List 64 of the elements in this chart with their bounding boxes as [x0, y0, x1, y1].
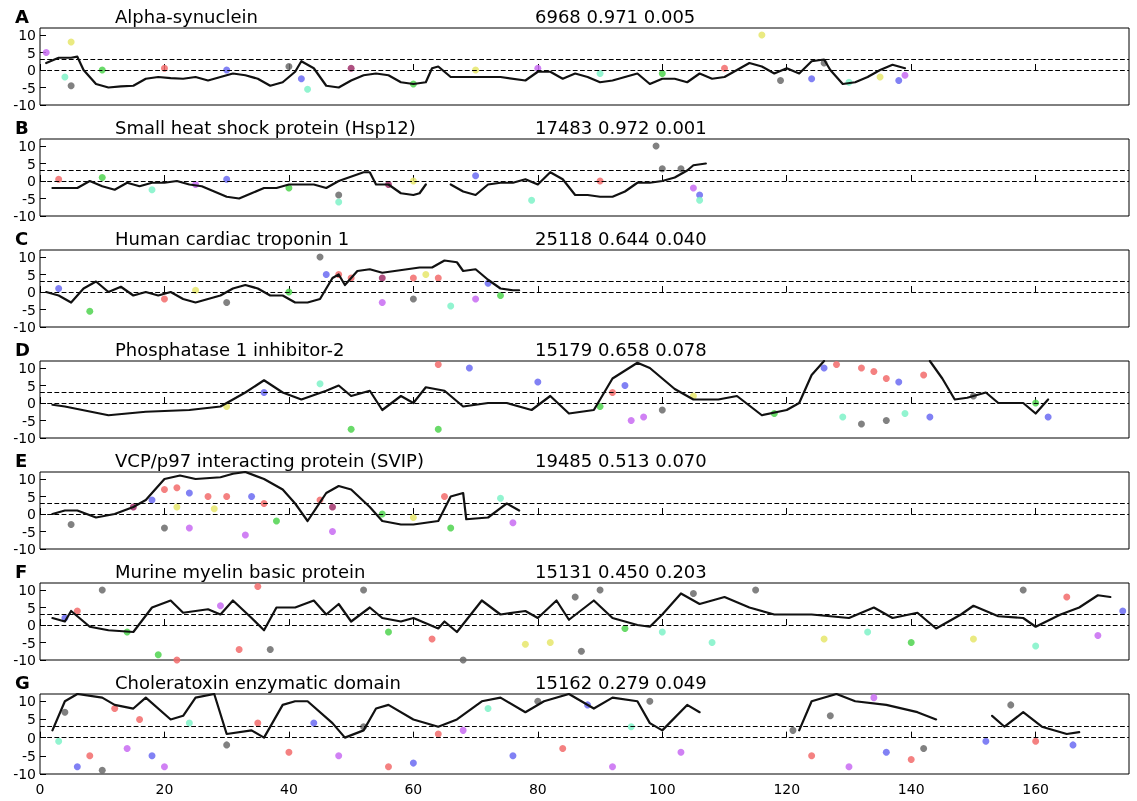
y-tick-label: 5	[27, 266, 36, 283]
y-tick-label: -5	[22, 747, 36, 764]
y-tick-label: -5	[22, 634, 36, 651]
text: E	[15, 449, 28, 471]
chart-title: Phosphatase 1 inhibitor-2	[115, 338, 345, 360]
x-tick-label: 100	[648, 781, 676, 797]
y-tick-label: 10	[18, 138, 36, 154]
y-tick-label: -5	[22, 301, 36, 318]
y-tick-label: 0	[27, 395, 36, 411]
y-tick-label: 0	[27, 506, 36, 522]
y-tick-label: 0	[27, 62, 36, 78]
x-tick-label: 40	[280, 781, 298, 797]
text: 19485 0.513 0.070	[535, 449, 707, 471]
x-tick-label: 140	[897, 781, 925, 797]
y-tick-label: 5	[27, 711, 36, 728]
y-tick-label: -5	[22, 190, 36, 207]
y-tick-label: -10	[13, 766, 36, 782]
text: 15131 0.450 0.203	[535, 560, 707, 582]
y-tick-label: 5	[27, 488, 36, 505]
x-tick-label: 160	[1022, 781, 1050, 797]
y-tick-label: 5	[27, 377, 36, 394]
x-tick-label: 80	[528, 781, 547, 797]
x-tick-label: 20	[155, 781, 174, 797]
text: 25118 0.644 0.040	[535, 227, 707, 249]
text: G	[15, 671, 30, 693]
y-tick-label: 0	[27, 173, 36, 189]
text: D	[15, 338, 30, 360]
y-tick-label: -10	[13, 319, 36, 335]
text: 15179 0.658 0.078	[535, 338, 707, 360]
y-tick-label: -10	[13, 97, 36, 113]
text: 6968 0.971 0.005	[535, 5, 696, 27]
y-tick-label: -10	[13, 541, 36, 557]
y-tick-label: -5	[22, 523, 36, 540]
chart-title: VCP/p97 interacting protein (SVIP)	[115, 449, 424, 471]
y-tick-label: 5	[27, 599, 36, 616]
chart-title: Choleratoxin enzymatic domain	[115, 671, 402, 693]
text: B	[15, 116, 29, 138]
y-tick-label: -5	[22, 412, 36, 429]
chart-title: Human cardiac troponin 1	[115, 227, 350, 249]
y-tick-label: -10	[13, 430, 36, 446]
y-tick-label: 10	[18, 582, 36, 598]
text: F	[15, 560, 28, 582]
y-tick-label: 10	[18, 249, 36, 265]
text: 15162 0.279 0.049	[535, 671, 707, 693]
chart-title: Alpha-synuclein	[115, 5, 258, 27]
x-tick-label: 60	[404, 781, 423, 797]
y-tick-label: 10	[18, 471, 36, 487]
y-tick-label: -10	[13, 208, 36, 224]
y-tick-label: 0	[27, 284, 36, 300]
chart-title: Small heat shock protein (Hsp12)	[115, 116, 416, 138]
y-tick-label: 10	[18, 27, 36, 43]
y-tick-label: -5	[22, 79, 36, 96]
chart-title: Murine myelin basic protein	[115, 560, 366, 582]
y-tick-label: 0	[27, 729, 36, 746]
text: 17483 0.972 0.001	[535, 116, 707, 138]
y-tick-label: 5	[27, 155, 36, 172]
y-tick-label: 10	[18, 693, 36, 710]
y-tick-label: 0	[27, 617, 36, 633]
y-tick-label: 5	[27, 44, 36, 61]
y-tick-label: -10	[13, 652, 36, 668]
x-tick-label: 120	[773, 781, 801, 797]
text: C	[15, 227, 29, 249]
text: A	[15, 5, 29, 27]
y-tick-label: 10	[18, 360, 36, 376]
